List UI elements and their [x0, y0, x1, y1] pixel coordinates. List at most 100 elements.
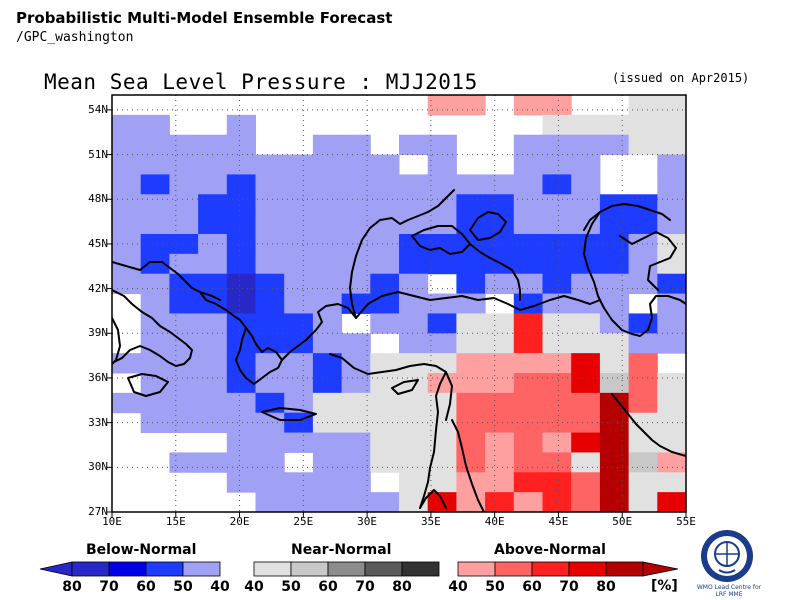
- grid-cell: [169, 214, 199, 235]
- grid-cell: [456, 194, 486, 215]
- grid-cell: [513, 353, 543, 374]
- header-title: Probabilistic Multi-Model Ensemble Forec…: [16, 9, 393, 27]
- grid-cell: [312, 154, 343, 175]
- grid-cell: [370, 293, 400, 314]
- grid-cell: [485, 353, 515, 374]
- grid-cell: [599, 392, 630, 414]
- grid-cell: [542, 452, 572, 473]
- grid-cell: [399, 134, 429, 156]
- grid-cell: [399, 432, 429, 453]
- grid-cell: [255, 194, 285, 215]
- grid-cell: [485, 452, 515, 473]
- grid-cell: [485, 432, 515, 453]
- legend-above-tick: 40: [448, 579, 468, 595]
- grid-cell: [341, 234, 371, 255]
- grid-cell: [571, 492, 601, 512]
- grid-cell: [140, 154, 170, 175]
- grid-cell: [513, 492, 543, 512]
- grid-cell: [513, 313, 543, 334]
- grid-cell: [341, 373, 371, 394]
- grid-cell: [599, 114, 630, 136]
- grid-cell: [456, 333, 486, 354]
- grid-cell: [198, 174, 228, 195]
- coast-cyprus: [391, 379, 419, 395]
- coast-greece: [235, 327, 283, 385]
- grid-cell: [399, 333, 429, 354]
- grid-cell: [571, 174, 601, 195]
- grid-cell: [226, 412, 256, 434]
- grid-cell: [542, 114, 572, 136]
- grid-cell: [169, 412, 199, 434]
- grid-cell: [284, 154, 314, 175]
- grid-cell: [226, 194, 256, 215]
- grid-cell: [628, 452, 658, 473]
- grid-cell: [571, 432, 601, 453]
- grid-cell: [599, 253, 630, 275]
- grid-cell: [427, 333, 457, 354]
- grid-cell: [284, 273, 314, 295]
- grid-cell: [599, 273, 630, 295]
- grid-cell: [341, 452, 371, 473]
- grid-cell: [513, 194, 543, 215]
- grid-cell: [169, 313, 199, 334]
- grid-cell: [657, 392, 686, 414]
- grid-cell: [312, 392, 343, 414]
- grid-cell: [370, 313, 400, 334]
- grid-cell: [226, 392, 256, 414]
- grid-cell: [341, 293, 371, 314]
- grid-cell: [485, 373, 515, 394]
- grid-cell: [427, 253, 457, 275]
- grid-cell: [255, 214, 285, 235]
- grid-cell: [169, 373, 199, 394]
- grid-cell: [399, 373, 429, 394]
- grid-cell: [657, 154, 686, 175]
- grid-cell: [657, 492, 686, 512]
- grid-cell: [399, 313, 429, 334]
- grid-cell: [427, 472, 457, 493]
- grid-cell: [312, 492, 343, 512]
- grid-cell: [542, 313, 572, 334]
- grid-cell: [112, 214, 142, 235]
- grid-cell: [198, 273, 228, 295]
- grid-cell: [140, 214, 170, 235]
- coast-sicily: [127, 373, 169, 397]
- grid-cell: [456, 95, 486, 116]
- legend-near-label: Near-Normal: [291, 542, 392, 558]
- grid-cell: [284, 373, 314, 394]
- grid-cell: [456, 353, 486, 374]
- grid-cell: [657, 333, 686, 354]
- latitude-label: 51N: [88, 147, 108, 161]
- grid-cell: [571, 452, 601, 473]
- grid-cell: [341, 214, 371, 235]
- grid-cell: [657, 412, 686, 434]
- legend-near-swatch: [253, 561, 292, 577]
- grid-cell: [370, 353, 400, 374]
- grid-cell: [198, 313, 228, 334]
- grid-cell: [657, 174, 686, 195]
- grid-cell: [599, 333, 630, 354]
- grid-cell: [657, 273, 686, 295]
- grid-cell: [140, 353, 170, 374]
- grid-cell: [198, 392, 228, 414]
- grid-cell: [140, 392, 170, 414]
- grid-cell: [399, 194, 429, 215]
- grid-cell: [628, 214, 658, 235]
- grid-cell: [312, 174, 343, 195]
- grid-cell: [140, 134, 170, 156]
- grid-cell: [657, 95, 686, 116]
- grid-cell: [112, 234, 142, 255]
- grid-cell: [513, 214, 543, 235]
- grid-cell: [628, 432, 658, 453]
- grid-cell: [485, 472, 515, 493]
- grid-cell: [112, 114, 142, 136]
- grid-cell: [198, 333, 228, 354]
- grid-cell: [571, 114, 601, 136]
- grid-cell: [599, 492, 630, 512]
- grid-cell: [198, 373, 228, 394]
- grid-cell: [599, 353, 630, 374]
- grid-cell: [255, 472, 285, 493]
- grid-cell: [169, 392, 199, 414]
- grid-cell: [599, 293, 630, 314]
- latitude-label: 45N: [88, 236, 108, 250]
- grid-cell: [657, 313, 686, 334]
